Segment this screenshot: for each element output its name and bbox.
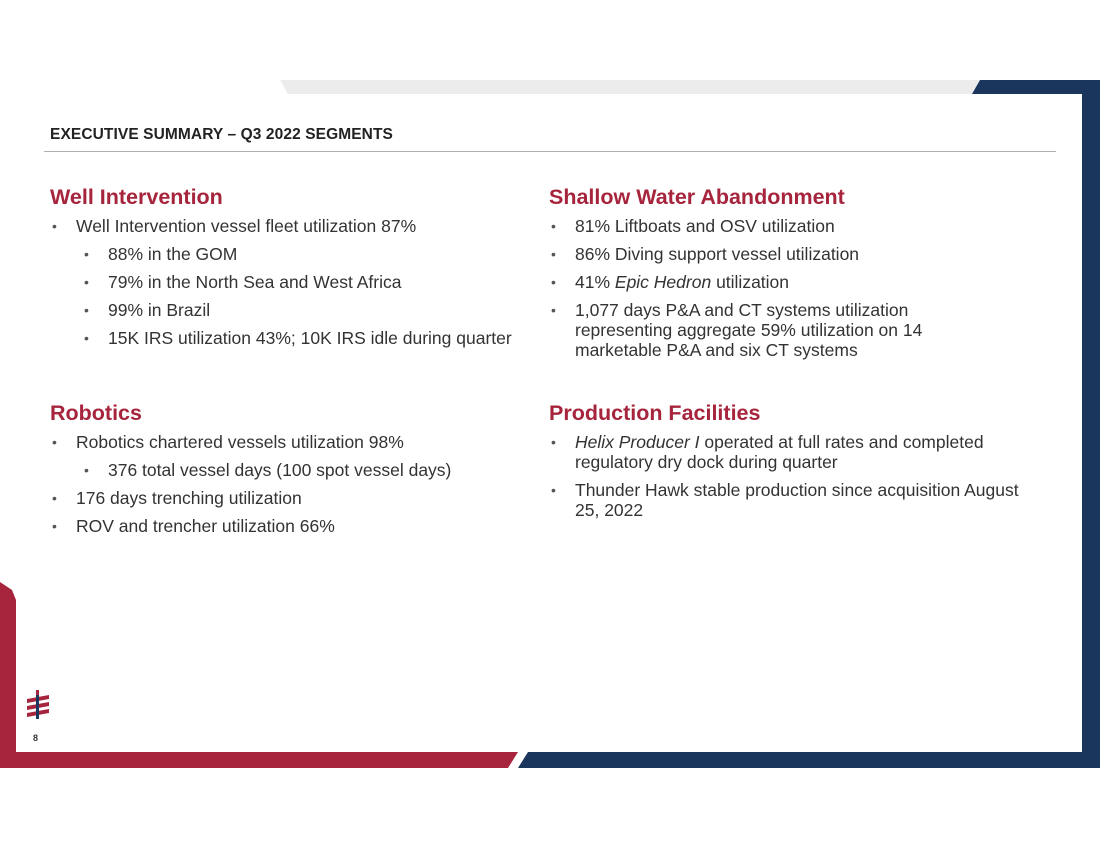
list-item: Thunder Hawk stable production since acq… [549,480,1039,520]
list-item: 99% in Brazil [50,300,520,320]
bullet-list: Helix Producer I operated at full rates … [549,432,1039,520]
top-gray-band [280,80,980,94]
list-item: 176 days trenching utilization [50,488,520,508]
section-shallow-water-abandonment: Shallow Water Abandonment 81% Liftboats … [549,184,1009,368]
list-item: Well Intervention vessel fleet utilizati… [50,216,520,236]
title-divider [44,151,1056,152]
red-frame [0,582,525,768]
helix-logo-icon [27,690,49,719]
bullet-list: 81% Liftboats and OSV utilization 86% Di… [549,216,1009,360]
list-item: 88% in the GOM [50,244,520,264]
vessel-name: Epic Hedron [614,272,712,292]
list-item: Helix Producer I operated at full rates … [549,432,1039,472]
section-heading: Well Intervention [50,185,223,209]
list-item: 376 total vessel days (100 spot vessel d… [50,460,520,480]
list-item: 79% in the North Sea and West Africa [50,272,520,292]
bullet-list: Well Intervention vessel fleet utilizati… [50,216,520,348]
section-heading: Shallow Water Abandonment [549,185,845,209]
list-item: 1,077 days P&A and CT systems utilizatio… [549,300,1009,360]
section-robotics: Robotics Robotics chartered vessels util… [50,400,520,544]
list-item: Robotics chartered vessels utilization 9… [50,432,520,452]
vessel-name: Helix Producer I [575,432,700,452]
list-item: 15K IRS utilization 43%; 10K IRS idle du… [50,328,520,348]
list-item: 81% Liftboats and OSV utilization [549,216,1009,236]
bullet-list: Robotics chartered vessels utilization 9… [50,432,520,536]
section-well-intervention: Well Intervention Well Intervention vess… [50,184,520,356]
section-heading: Production Facilities [549,401,761,425]
list-item: 41% Epic Hedron utilization [549,272,1009,292]
list-item: 86% Diving support vessel utilization [549,244,1009,264]
page-title: EXECUTIVE SUMMARY – Q3 2022 SEGMENTS [50,126,393,143]
section-production-facilities: Production Facilities Helix Producer I o… [549,400,1039,528]
list-item: ROV and trencher utilization 66% [50,516,520,536]
section-heading: Robotics [50,401,142,425]
page-number: 8 [33,733,39,743]
